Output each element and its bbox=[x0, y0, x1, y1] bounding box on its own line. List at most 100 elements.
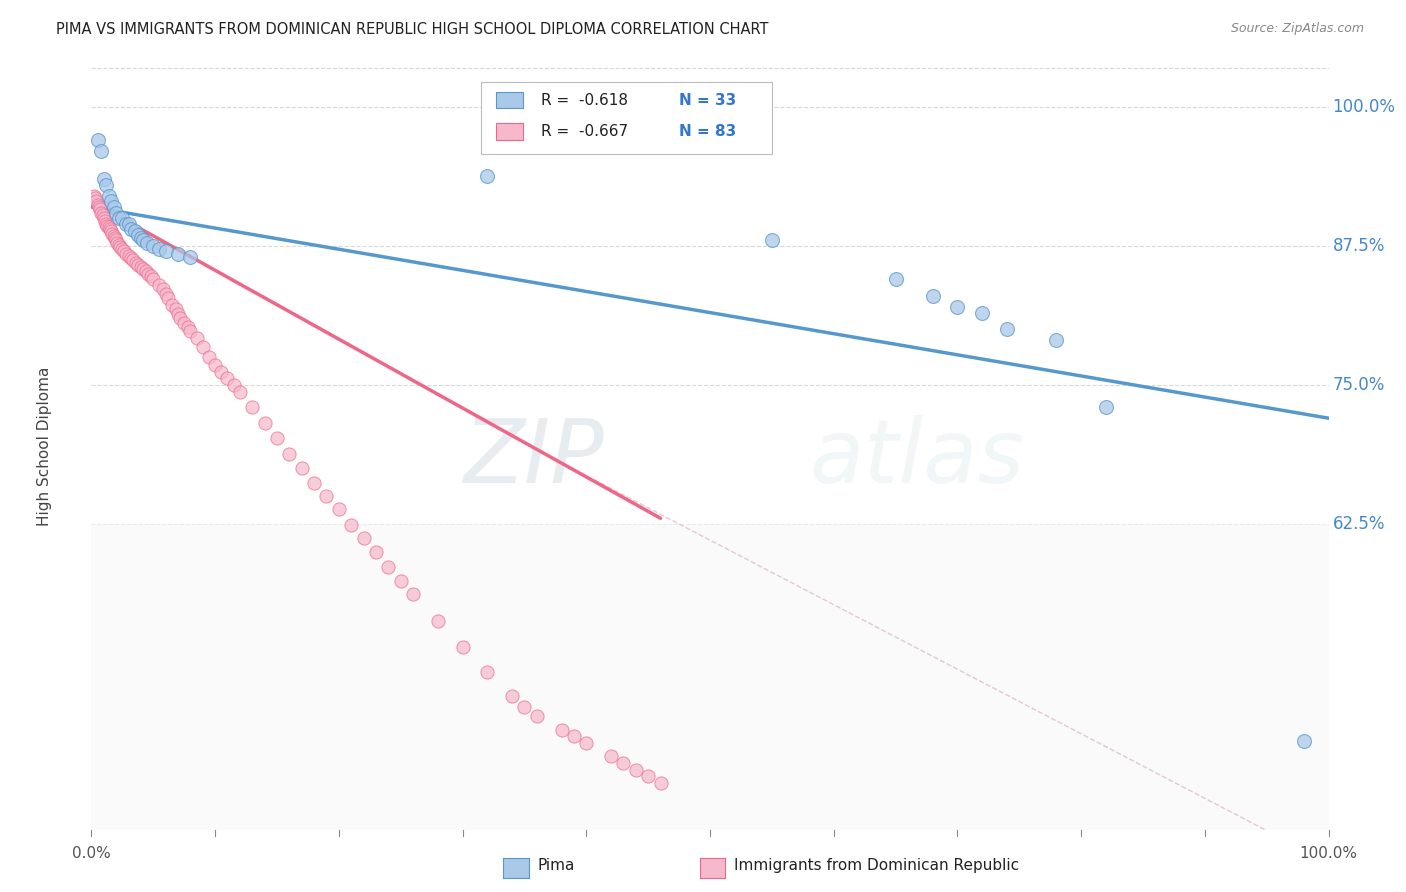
Point bbox=[995, 322, 1018, 336]
Point bbox=[142, 272, 165, 286]
Point bbox=[89, 202, 111, 217]
Point bbox=[125, 255, 148, 269]
Point bbox=[127, 227, 149, 242]
Text: 100.0%: 100.0% bbox=[1333, 98, 1395, 116]
Point bbox=[103, 228, 125, 243]
Point bbox=[340, 517, 363, 532]
Text: Pima: Pima bbox=[537, 858, 575, 872]
Point bbox=[179, 250, 201, 264]
Point bbox=[100, 224, 122, 238]
Point bbox=[148, 277, 170, 292]
Point bbox=[90, 205, 112, 219]
Point bbox=[96, 217, 118, 231]
Point bbox=[104, 231, 127, 245]
Point bbox=[624, 763, 647, 777]
Point bbox=[97, 219, 120, 234]
Point bbox=[253, 416, 276, 430]
Text: atlas: atlas bbox=[808, 415, 1024, 500]
Point bbox=[105, 233, 128, 247]
Point bbox=[100, 194, 122, 209]
Point bbox=[117, 217, 139, 231]
Point bbox=[108, 240, 131, 254]
Point bbox=[87, 200, 110, 214]
Point bbox=[86, 133, 108, 147]
Point bbox=[179, 325, 201, 339]
Point bbox=[302, 475, 325, 490]
Point bbox=[328, 502, 350, 516]
Point bbox=[550, 723, 572, 737]
Point bbox=[186, 331, 208, 345]
Point bbox=[117, 249, 139, 263]
Point bbox=[107, 237, 129, 252]
Text: Source: ZipAtlas.com: Source: ZipAtlas.com bbox=[1230, 22, 1364, 36]
Point bbox=[105, 205, 128, 219]
Point bbox=[86, 194, 108, 209]
Point bbox=[107, 211, 129, 225]
Point bbox=[98, 222, 121, 236]
Point bbox=[972, 305, 994, 319]
Point bbox=[127, 258, 149, 272]
Point bbox=[90, 145, 112, 159]
Point bbox=[946, 300, 969, 314]
Point bbox=[86, 198, 108, 212]
Point bbox=[353, 531, 375, 545]
Point bbox=[96, 219, 118, 233]
Point bbox=[157, 291, 180, 305]
Point bbox=[105, 235, 128, 250]
Text: Immigrants from Dominican Republic: Immigrants from Dominican Republic bbox=[734, 858, 1019, 872]
Point bbox=[513, 700, 536, 714]
Text: 0.0%: 0.0% bbox=[72, 847, 111, 862]
Text: ZIP: ZIP bbox=[464, 415, 605, 500]
Point bbox=[198, 350, 221, 364]
Text: R =  -0.618: R = -0.618 bbox=[540, 93, 627, 108]
Point bbox=[266, 431, 288, 445]
Point bbox=[132, 233, 155, 247]
FancyBboxPatch shape bbox=[496, 92, 523, 109]
Point bbox=[173, 316, 195, 330]
Point bbox=[101, 227, 124, 241]
Text: 87.5%: 87.5% bbox=[1333, 237, 1385, 255]
Point bbox=[148, 242, 170, 256]
Point bbox=[103, 200, 125, 214]
Point bbox=[152, 282, 174, 296]
Point bbox=[229, 384, 252, 399]
Point bbox=[884, 272, 907, 286]
Point bbox=[921, 289, 943, 303]
Point bbox=[136, 267, 159, 281]
Text: N = 33: N = 33 bbox=[679, 93, 737, 108]
Point bbox=[97, 189, 120, 203]
Point bbox=[315, 489, 337, 503]
Point bbox=[291, 461, 314, 475]
Text: 62.5%: 62.5% bbox=[1333, 515, 1385, 533]
Point bbox=[155, 286, 177, 301]
Point bbox=[501, 689, 523, 703]
Text: R =  -0.667: R = -0.667 bbox=[540, 124, 627, 139]
Text: 100.0%: 100.0% bbox=[1299, 847, 1358, 862]
Point bbox=[142, 239, 165, 253]
Point bbox=[637, 769, 659, 783]
Point bbox=[1292, 733, 1315, 747]
Point bbox=[84, 191, 107, 205]
Point bbox=[115, 246, 138, 260]
Point bbox=[451, 640, 474, 655]
Point bbox=[93, 172, 115, 186]
Point bbox=[120, 251, 142, 265]
Point bbox=[94, 214, 117, 228]
Point bbox=[1045, 334, 1067, 348]
Text: N = 83: N = 83 bbox=[679, 124, 737, 139]
Point bbox=[129, 231, 152, 245]
Point bbox=[1095, 400, 1118, 414]
Point bbox=[136, 235, 159, 250]
Point bbox=[526, 709, 548, 723]
Point bbox=[83, 189, 105, 203]
Point bbox=[111, 211, 134, 225]
Point bbox=[377, 560, 399, 574]
Point bbox=[204, 358, 226, 372]
Point bbox=[139, 268, 162, 283]
Point bbox=[240, 400, 263, 414]
Point bbox=[562, 729, 585, 743]
Point bbox=[389, 574, 412, 588]
Point bbox=[209, 364, 232, 378]
Point bbox=[115, 217, 138, 231]
Point bbox=[612, 756, 634, 770]
